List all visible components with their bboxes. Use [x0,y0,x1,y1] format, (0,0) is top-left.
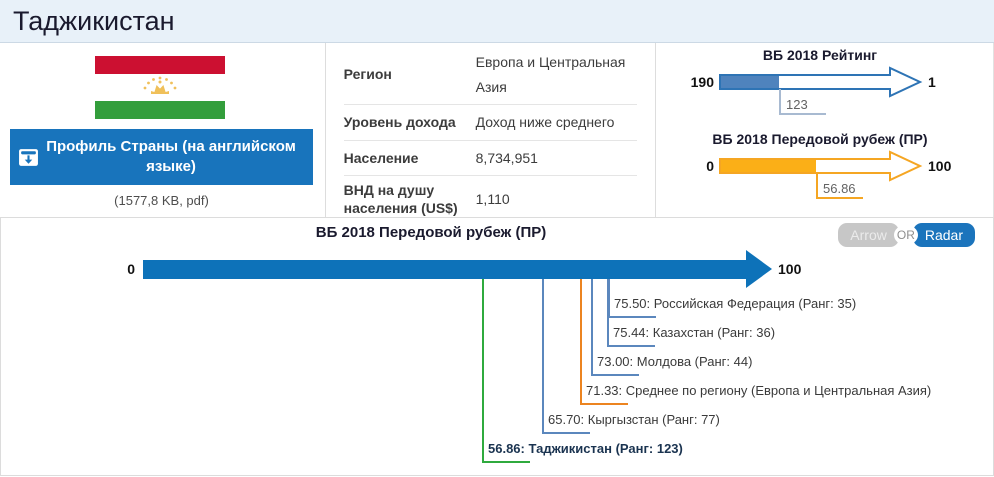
fact-value: Доход ниже среднего [475,114,615,130]
svg-text:ВБ 2018 Рейтинг: ВБ 2018 Рейтинг [763,47,877,63]
radar-view-button[interactable]: Radar [912,223,975,247]
view-toggle: Arrow OR Radar [838,223,975,247]
marker-underline [482,461,530,463]
marker-label: 73.00: Молдова (Ранг: 44) [597,354,753,369]
marker-line [607,279,609,347]
page-header: Таджикистан [0,0,994,43]
marker-underline [608,316,656,318]
marker-underline [591,374,639,376]
fact-label: ВНД на душу населения (US$) [343,182,458,217]
facts-table: Регион Европа и Центральная Азия Уровень… [326,43,657,217]
profile-column: Профиль Страны (на английском языке) (15… [0,43,326,217]
pdf-size-note: (1577,8 KB, pdf) [114,193,209,208]
svg-text:ВБ 2018 Передовой рубеж (ПР): ВБ 2018 Передовой рубеж (ПР) [713,131,928,147]
fact-label: Уровень дохода [343,114,456,131]
svg-text:0: 0 [707,158,715,174]
fact-row-gni: ВНД на душу населения (US$) 1,110 [344,176,638,222]
svg-text:56.86: 56.86 [823,181,856,196]
chart-title: ВБ 2018 Передовой рубеж (ПР) [315,224,547,241]
download-button-label: Профиль Страны (на английском языке) [46,137,296,175]
marker-label: 75.44: Казахстан (Ранг: 36) [613,325,776,340]
country-summary-section: Профиль Страны (на английском языке) (15… [0,43,994,217]
arrow-view-button[interactable]: Arrow [838,223,899,247]
tajikistan-flag [95,56,225,124]
page-title: Таджикистан [13,5,175,36]
marker-line [542,279,544,434]
fact-row-income: Уровень дохода Доход ниже среднего [343,105,638,141]
svg-text:1: 1 [928,74,936,90]
marker-label: 56.86: Таджикистан (Ранг: 123) [488,441,683,456]
marker-underline [580,403,628,405]
frontier-arrow [143,260,746,279]
marker-label: 71.33: Среднее по региону (Европа и Цент… [586,383,932,398]
marker-label: 75.50: Российская Федерация (Ранг: 35) [614,296,857,311]
marker-line [591,279,593,376]
wb-2018-rank-gauge: ВБ 2018 Рейтинг 190 1 123 [690,47,993,131]
fact-row-population: Население 8,734,951 [343,141,638,176]
fact-value: 8,734,951 [475,149,538,166]
fact-label: Население [343,149,419,166]
svg-text:100: 100 [928,158,952,174]
marker-line [580,279,582,405]
axis-max-label: 100 [778,261,802,277]
marker-line [608,279,610,318]
gauges-column: ВБ 2018 Рейтинг 190 1 123 ВБ 2018 Передовой… [656,43,993,217]
fact-value: Европа и Центральная Азия [475,54,626,95]
svg-text:190: 190 [691,74,715,90]
frontier-chart-panel: ВБ 2018 Передовой рубеж (ПР) Arrow OR Ra… [0,217,994,476]
download-icon [18,147,39,168]
fact-row-region: Регион Европа и Центральная Азия [343,45,638,105]
or-label: OR [893,225,918,245]
frontier-arrow-head-icon [746,250,772,288]
marker-label: 65.70: Кыргызстан (Ранг: 77) [548,412,720,427]
marker-underline [607,345,655,347]
country-profile-download-button[interactable]: Профиль Страны (на английском языке) [10,129,313,185]
wb-2018-frontier-gauge: ВБ 2018 Передовой рубеж (ПР) 0 100 56.86 [690,131,993,215]
fact-value: 1,110 [475,190,510,207]
fact-label: Регион [343,66,392,83]
marker-underline [542,432,590,434]
marker-line [482,279,484,463]
axis-min-label: 0 [127,261,135,277]
svg-text:123: 123 [786,97,808,112]
